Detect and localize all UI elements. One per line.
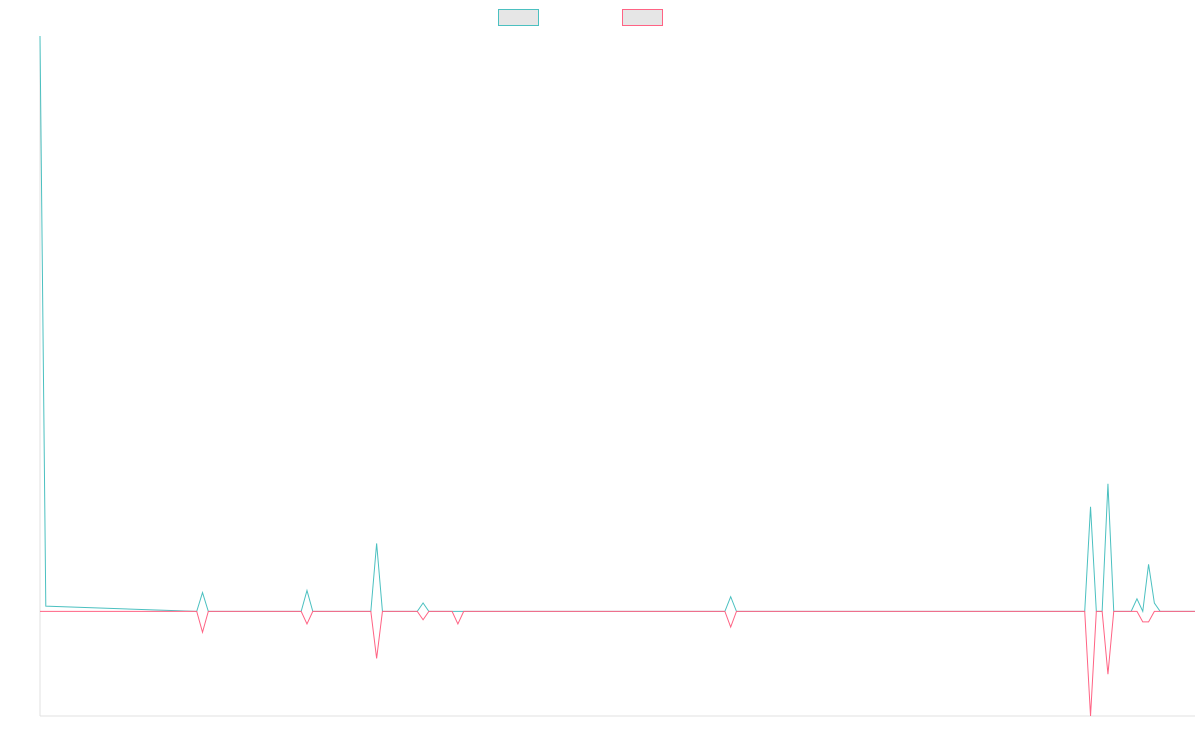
series-2-line (40, 610, 1195, 717)
series-layer (39, 35, 1195, 717)
legend-swatch-series-1[interactable] (498, 9, 539, 26)
series-1-line (39, 35, 1195, 614)
axes (39, 36, 1195, 717)
legend (498, 9, 663, 26)
legend-swatch-series-2[interactable] (622, 9, 663, 26)
